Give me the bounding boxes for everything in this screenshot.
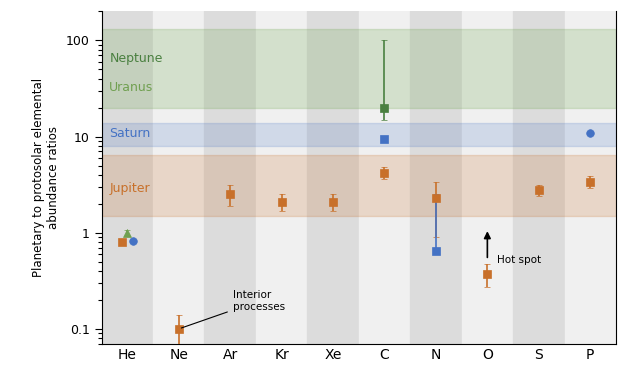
Text: Hot spot: Hot spot xyxy=(497,255,541,265)
Bar xyxy=(307,11,359,344)
Bar xyxy=(565,11,616,344)
Bar xyxy=(102,155,616,216)
Bar xyxy=(359,11,410,344)
Bar xyxy=(102,29,616,108)
Text: Interior
processes: Interior processes xyxy=(182,290,285,328)
Bar xyxy=(102,123,616,146)
Y-axis label: Planetary to protosolar elemental
abundance ratios: Planetary to protosolar elemental abunda… xyxy=(32,78,60,277)
Bar xyxy=(256,11,307,344)
Text: Uranus: Uranus xyxy=(109,81,154,94)
Bar xyxy=(462,11,513,344)
Bar xyxy=(204,11,256,344)
Text: Saturn: Saturn xyxy=(109,127,150,140)
Bar xyxy=(102,11,153,344)
Bar xyxy=(513,11,565,344)
Bar xyxy=(153,11,204,344)
Text: Jupiter: Jupiter xyxy=(109,182,150,195)
Bar xyxy=(410,11,462,344)
Text: Neptune: Neptune xyxy=(109,52,163,65)
